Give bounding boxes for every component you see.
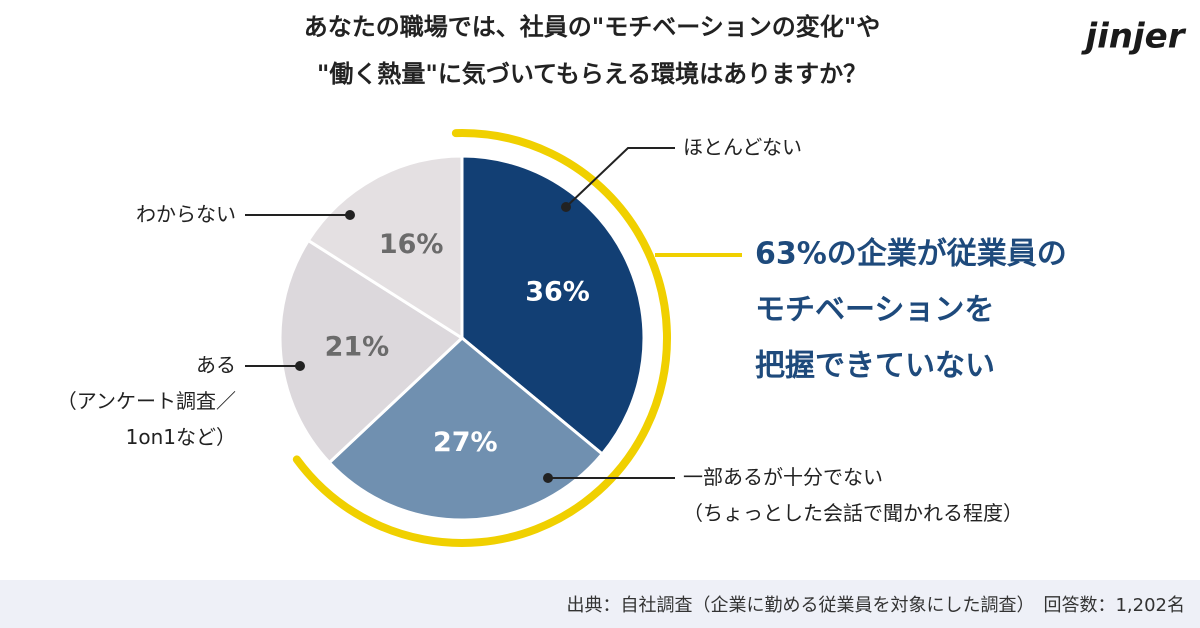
annotation: 63%の企業が従業員の xyxy=(755,237,1067,272)
value-label: 36% xyxy=(525,277,590,308)
leader-dot xyxy=(295,361,305,371)
leader-dot xyxy=(561,202,571,212)
pie-slice xyxy=(278,238,465,465)
footer-band xyxy=(0,580,1200,628)
category-label: 一部あるが十分でない（ちょっとした会話で聞かれる程度） xyxy=(683,465,1023,525)
leader-line xyxy=(565,147,675,208)
category-label: ほとんどない xyxy=(683,135,802,159)
pie-slice xyxy=(306,154,464,341)
highlight-arc xyxy=(292,129,671,547)
annotation: モチベーションを xyxy=(755,293,994,328)
value-label: 27% xyxy=(433,427,498,458)
leader-dot xyxy=(543,473,553,483)
value-label: 16% xyxy=(379,229,444,260)
value-label: 21% xyxy=(325,331,390,362)
annotation: 把握できていない xyxy=(755,349,995,384)
chart-title: あなたの職場では、社員の"モチベーションの変化"や xyxy=(304,13,881,41)
category-label: ある（アンケート調査／ 1on1など） xyxy=(57,353,236,449)
chart-title: "働く熱量"に気づいてもらえる環境はありますか？ xyxy=(317,60,867,88)
leader-dot xyxy=(345,210,355,220)
pie-slice xyxy=(327,336,605,522)
category-label: わからない xyxy=(136,202,236,226)
pie-slice xyxy=(460,154,646,457)
source: 出典：自社調査（企業に勤める従業員を対象にした調査） 回答数：1,202名 xyxy=(566,595,1185,616)
logo: jinjer xyxy=(1081,17,1187,57)
